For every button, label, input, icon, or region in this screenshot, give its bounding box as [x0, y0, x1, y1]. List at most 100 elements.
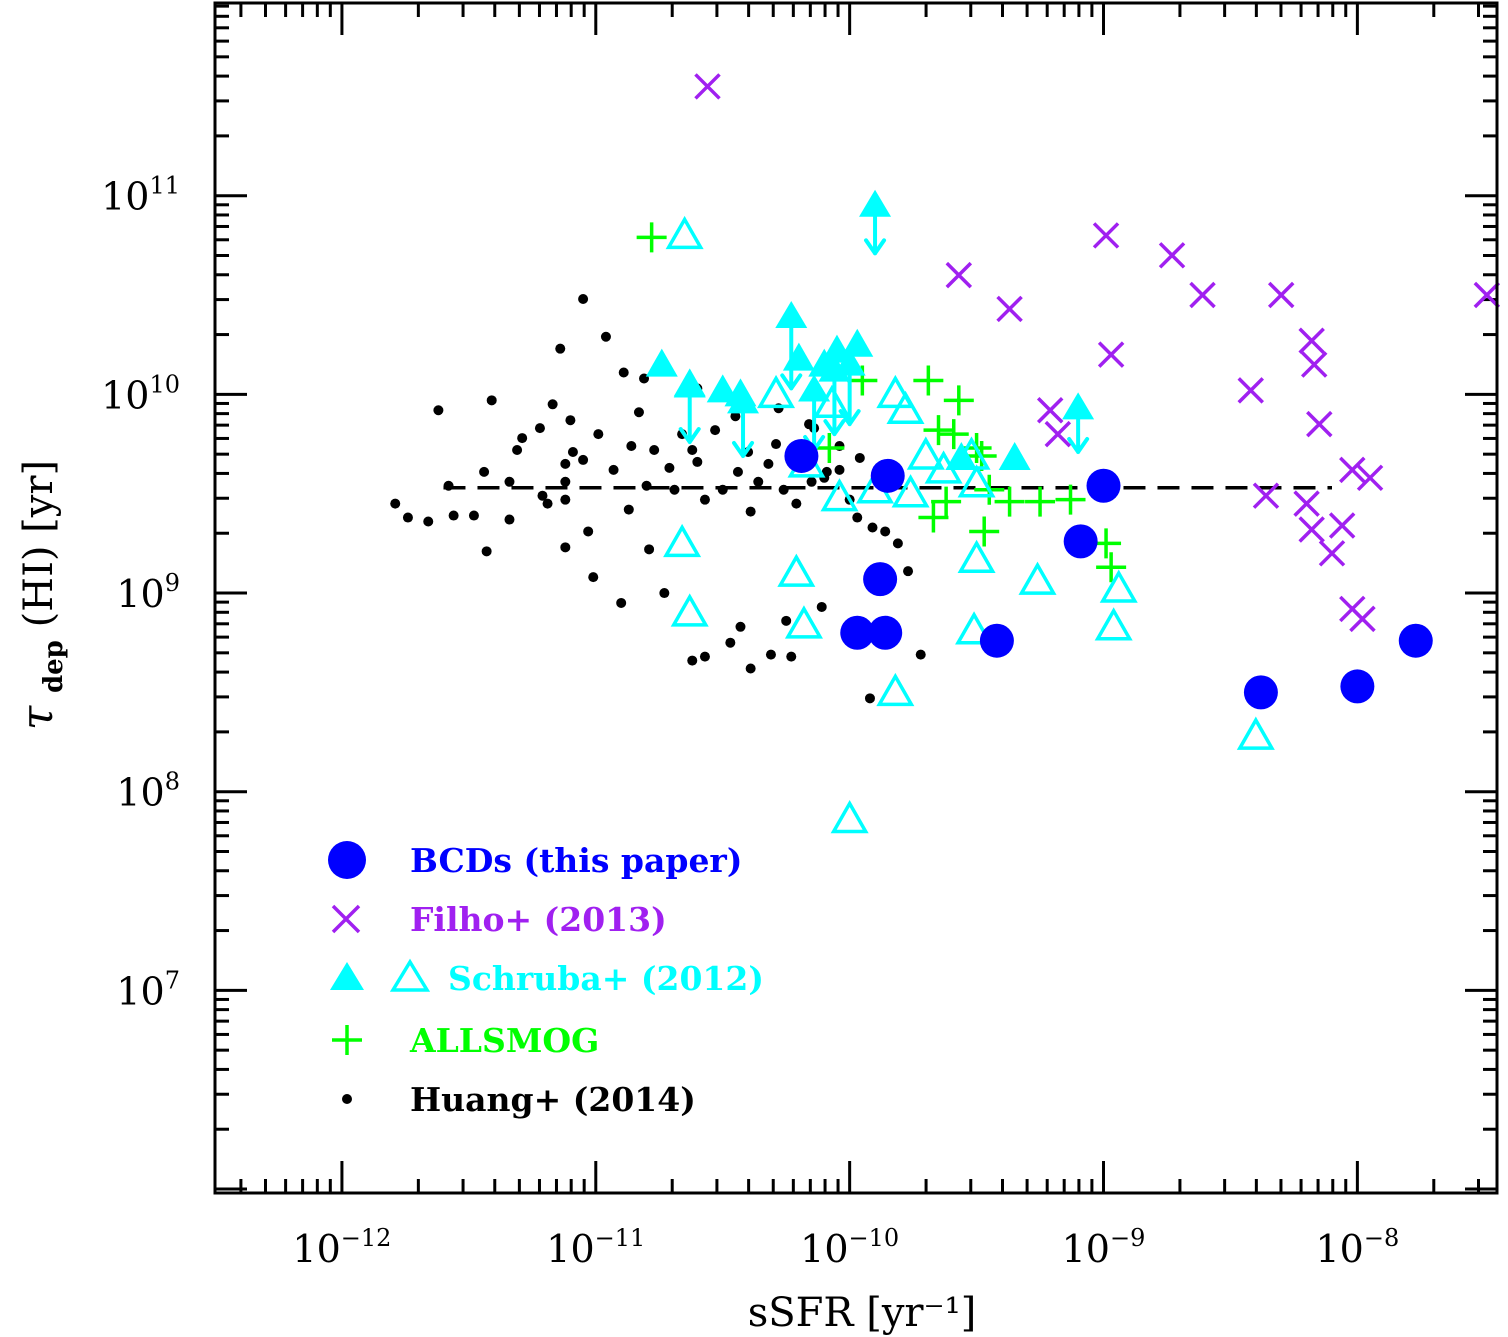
huang-point [593, 429, 604, 440]
filho-point [1349, 605, 1376, 633]
huang-point [753, 476, 764, 487]
huang-point [560, 542, 571, 553]
bcd-point [1063, 524, 1098, 559]
schruba-limit-triangle [798, 374, 831, 402]
huang-point [443, 480, 454, 491]
filho-point [1097, 341, 1125, 368]
huang-point [725, 637, 736, 648]
schruba-filled-point [841, 328, 874, 357]
schruba-filled-point [724, 378, 757, 407]
huang-point [771, 439, 782, 450]
filho-point [1189, 281, 1216, 309]
x-tick-label-exponent: −8 [1364, 1224, 1399, 1252]
y-tick-label: 1010 [101, 370, 180, 417]
plot-frame [213, 1, 1499, 1195]
filho-point [1298, 516, 1325, 543]
huang-point [578, 454, 589, 465]
huang-point [892, 538, 903, 549]
series-filho-2013 [694, 73, 1501, 633]
huang-point [534, 423, 545, 434]
allsmog-point [931, 486, 962, 517]
huang-point [763, 458, 774, 469]
huang-point [567, 446, 578, 457]
schruba-open-point [757, 374, 796, 409]
schruba-open-point [957, 539, 996, 574]
huang-point [481, 546, 492, 557]
schruba-open-point [952, 436, 991, 470]
huang-point [600, 331, 611, 342]
filho-point [1293, 490, 1320, 517]
filho-point [996, 295, 1023, 323]
huang-point [608, 464, 619, 475]
schruba-limit-triangle [775, 300, 808, 328]
huang-point [804, 419, 815, 430]
y-tick-label: 1011 [101, 172, 180, 219]
huang-point [390, 498, 401, 509]
bcd-point [979, 623, 1014, 658]
bcd-point [840, 615, 875, 650]
bcd-point [1340, 669, 1375, 704]
y-tick-label-base: 10 [116, 572, 164, 616]
huang-point [486, 395, 497, 406]
filho-point [1158, 242, 1186, 269]
legend: BCDs (this paper) Filho+ (2013) Schruba+… [328, 841, 764, 1119]
huang-point [560, 458, 571, 469]
legend-label-filho: Filho+ (2013) [410, 900, 667, 939]
bcd-point [870, 458, 905, 493]
huang-point [659, 588, 670, 599]
x-tick-label: 10−8 [1316, 1224, 1400, 1271]
huang-point [588, 572, 599, 583]
bcd-point [1243, 675, 1278, 710]
huang-point [641, 480, 652, 491]
huang-point [867, 522, 878, 533]
filho-point [694, 73, 721, 100]
huang-point [517, 433, 528, 444]
filho-point [1044, 420, 1072, 448]
schruba-filled-point [998, 441, 1031, 470]
huang-point [583, 526, 594, 537]
bcd-point [868, 615, 903, 650]
huang-point [765, 649, 776, 660]
schruba-open-point [663, 523, 702, 558]
legend-marker-bcds [328, 841, 366, 879]
legend-item-filho: Filho+ (2013) [331, 900, 667, 939]
schruba-open-point [876, 672, 915, 707]
filho-point [1306, 410, 1333, 438]
legend-item-huang: Huang+ (2014) [342, 1080, 696, 1119]
schruba-limit-arrow [1067, 417, 1090, 454]
x-tick-label-base: 10 [546, 1227, 594, 1271]
schruba-limit-triangle [859, 189, 892, 217]
schruba-open-point [1236, 716, 1275, 750]
legend-marker-filho [331, 904, 361, 934]
y-tick-label-base: 10 [116, 771, 164, 815]
filho-point [1298, 327, 1325, 354]
huang-point [669, 484, 680, 495]
huang-point [555, 343, 566, 354]
huang-point [730, 411, 741, 422]
x-tick-label: 10−11 [546, 1224, 645, 1271]
schruba-open-point [957, 464, 996, 498]
huang-point [512, 444, 523, 455]
huang-point [649, 444, 660, 455]
huang-point [732, 466, 743, 477]
y-axis-title-subscript: dep [39, 640, 69, 693]
data-points [390, 73, 1501, 834]
filho-point [1339, 456, 1366, 484]
schruba-open-point [876, 374, 915, 409]
huang-point [806, 476, 817, 487]
huang-point [880, 526, 891, 537]
huang-point [687, 655, 698, 666]
filho-point [1328, 512, 1356, 539]
huang-point [433, 405, 444, 416]
legend-marker-schruba-filled [330, 962, 364, 990]
x-tick-label-exponent: −9 [1110, 1224, 1145, 1252]
x-tick-label: 10−9 [1062, 1224, 1146, 1271]
legend-label-schruba: Schruba+ (2012) [448, 959, 764, 998]
huang-point [616, 597, 627, 608]
huang-point [644, 544, 655, 555]
y-tick-label: 107 [116, 966, 180, 1013]
x-tick-label-base: 10 [1316, 1227, 1364, 1271]
schruba-filled-point [706, 374, 739, 403]
huang-point [468, 510, 479, 521]
legend-marker-allsmog [332, 1025, 362, 1055]
